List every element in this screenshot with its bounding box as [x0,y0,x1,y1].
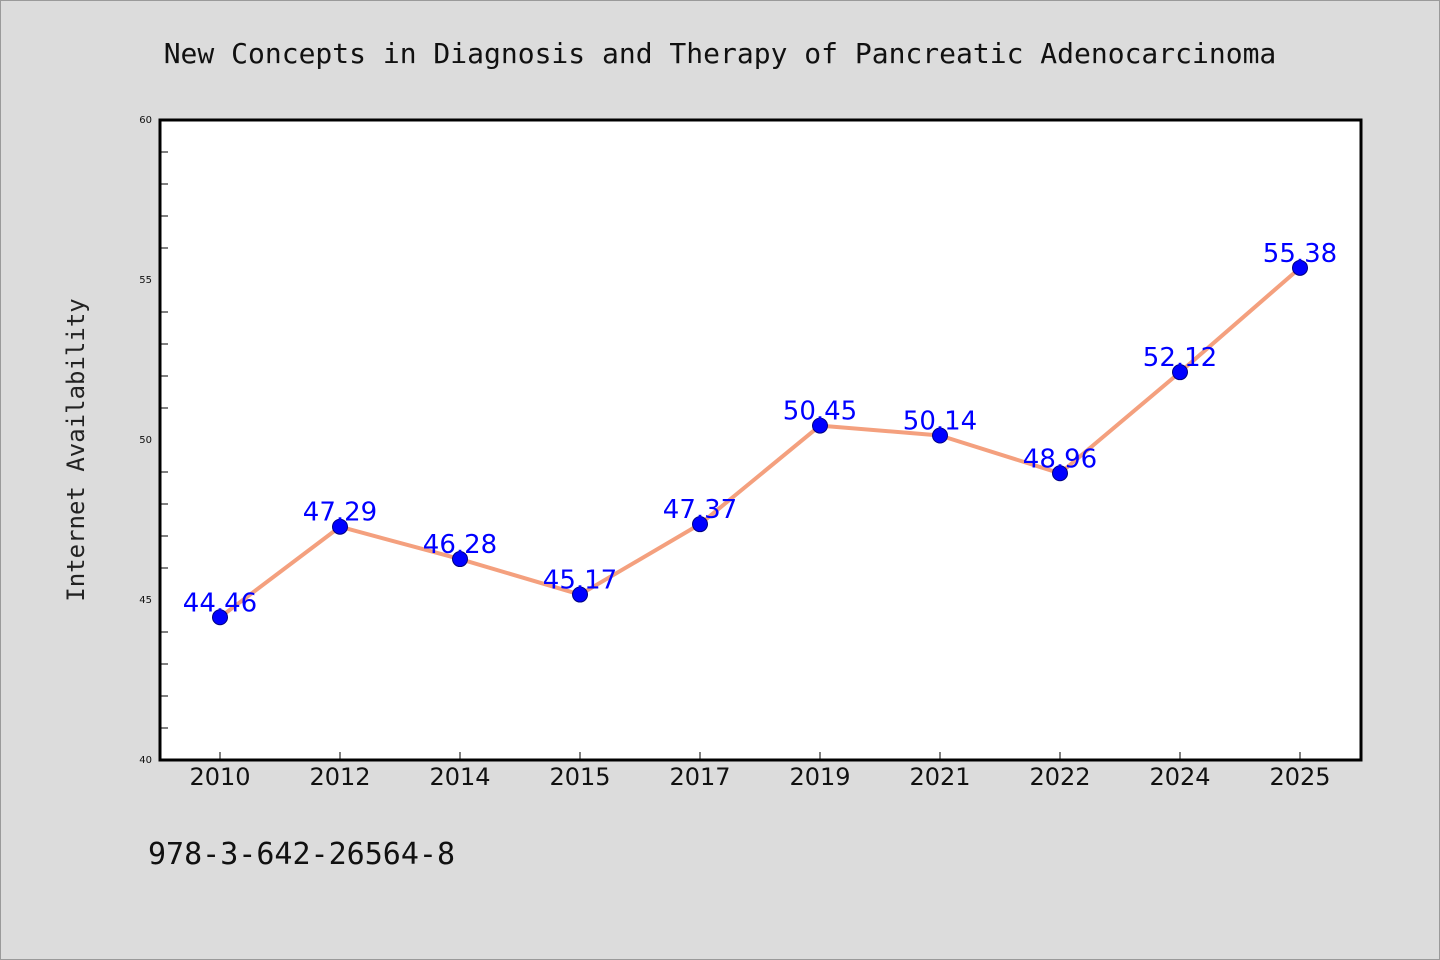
data-label: 55.38 [1263,239,1337,269]
y-tick-label: 45 [139,595,152,606]
x-tick-label: 2022 [1029,763,1090,791]
x-axis-ticks: 2010 2012 2014 2015 2017 2019 2021 2022 2024 2025 [189,752,1331,791]
x-tick-label: 2025 [1269,763,1330,791]
x-tick-label: 2014 [429,763,490,791]
data-point [212,609,228,626]
data-label: 47.37 [663,495,737,525]
data-label: 45.17 [543,566,617,596]
data-label: 46.28 [423,530,497,560]
data-point [932,427,948,444]
x-tick-label: 2012 [309,763,370,791]
data-point [692,516,708,533]
plot-area [158,118,1363,762]
x-tick-label: 2010 [189,763,250,791]
data-label-layer: 44.46 47.29 46.28 45.17 47.37 50.45 50.14 48.96… [183,239,1337,618]
chart-title: New Concepts in Diagnosis and Therapy of… [164,37,1277,70]
y-tick-label: 60 [139,115,152,126]
data-point [1052,465,1068,482]
y-axis-ticks: 40 45 50 55 60 [139,115,168,766]
x-tick-label: 2017 [669,763,730,791]
y-axis-label: Internet Availability [62,298,90,601]
isbn-footer: 978-3-642-26564-8 [148,837,455,872]
data-label: 44.46 [183,588,257,618]
y-tick-label: 55 [139,275,152,286]
series-line [218,265,1302,620]
data-point [1292,259,1308,276]
data-label: 50.45 [783,397,857,427]
y-tick-label: 50 [139,435,152,446]
y-tick-label: 40 [139,755,152,766]
data-point [572,586,588,603]
series-layer [212,259,1308,626]
data-point [332,518,348,535]
data-label: 50.14 [903,407,977,437]
x-tick-label: 2015 [549,763,610,791]
x-tick-label: 2024 [1149,763,1210,791]
x-tick-label: 2019 [789,763,850,791]
data-label: 48.96 [1023,444,1097,474]
data-label: 52.12 [1143,343,1217,373]
data-point [1172,364,1188,381]
data-label: 47.29 [303,498,377,528]
data-point [452,551,468,568]
data-point [812,417,828,434]
x-tick-label: 2021 [909,763,970,791]
